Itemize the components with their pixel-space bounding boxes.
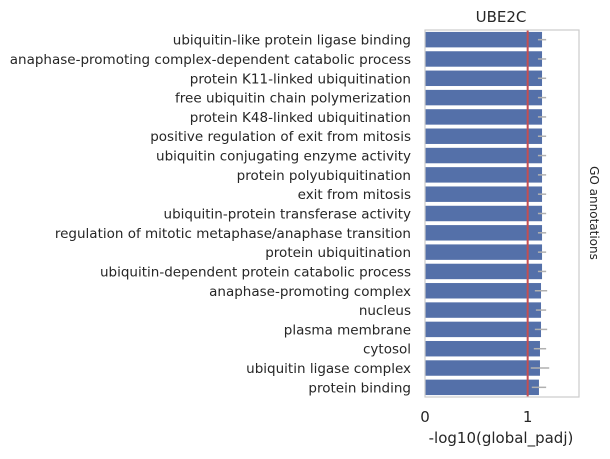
- bar: [425, 244, 543, 260]
- chart-title: UBE2C: [476, 8, 527, 26]
- plot-frame: [424, 29, 580, 398]
- category-label: protein polyubiquitination: [237, 168, 411, 184]
- category-label: anaphase-promoting complex-dependent cat…: [10, 52, 411, 68]
- category-label: cytosol: [363, 342, 411, 358]
- bar: [425, 302, 542, 318]
- bar: [425, 205, 543, 222]
- category-label: positive regulation of exit from mitosis: [150, 129, 411, 145]
- x-tick-label: 0: [420, 408, 430, 426]
- category-label: protein ubiquitination: [265, 245, 411, 261]
- category-label: ubiquitin-like protein ligase binding: [173, 33, 411, 49]
- bar: [425, 263, 543, 280]
- x-tick-label: 1: [523, 408, 533, 426]
- category-label: ubiquitin-dependent protein catabolic pr…: [100, 264, 411, 280]
- bar: [425, 51, 543, 67]
- category-label: ubiquitin ligase complex: [246, 361, 411, 377]
- bar: [425, 109, 543, 125]
- category-label: protein K48-linked ubiquitination: [190, 110, 411, 126]
- category-label: ubiquitin-protein transferase activity: [164, 207, 411, 223]
- bar: [425, 225, 543, 241]
- category-label: protein K11-linked ubiquitination: [190, 71, 411, 87]
- bar: [425, 283, 542, 299]
- category-labels: ubiquitin-like protein ligase binding ana…: [10, 33, 411, 397]
- bar: [425, 167, 543, 183]
- x-axis-label: -log10(global_padj): [429, 429, 574, 448]
- category-label: anaphase-promoting complex: [209, 284, 411, 300]
- bar: [425, 360, 540, 376]
- category-label: regulation of mitotic metaphase/anaphase…: [55, 226, 411, 242]
- bar: [425, 89, 543, 106]
- bar: [425, 321, 542, 338]
- bar: [425, 186, 543, 202]
- category-label: exit from mitosis: [298, 187, 411, 203]
- category-label: plasma membrane: [284, 322, 411, 338]
- category-label: free ubiquitin chain polymerization: [175, 91, 411, 107]
- category-label: nucleus: [359, 303, 411, 319]
- bar: [425, 147, 543, 164]
- bar: [425, 31, 543, 48]
- category-label: protein binding: [308, 380, 411, 396]
- bars-layer: [425, 31, 543, 396]
- y-axis-label: GO annotations: [587, 166, 601, 260]
- category-label: ubiquitin conjugating enzyme activity: [156, 149, 411, 165]
- bar: [425, 128, 543, 144]
- error-bars-layer: [530, 38, 550, 389]
- bar: [425, 379, 539, 396]
- bar: [425, 340, 540, 357]
- bar: [425, 70, 543, 87]
